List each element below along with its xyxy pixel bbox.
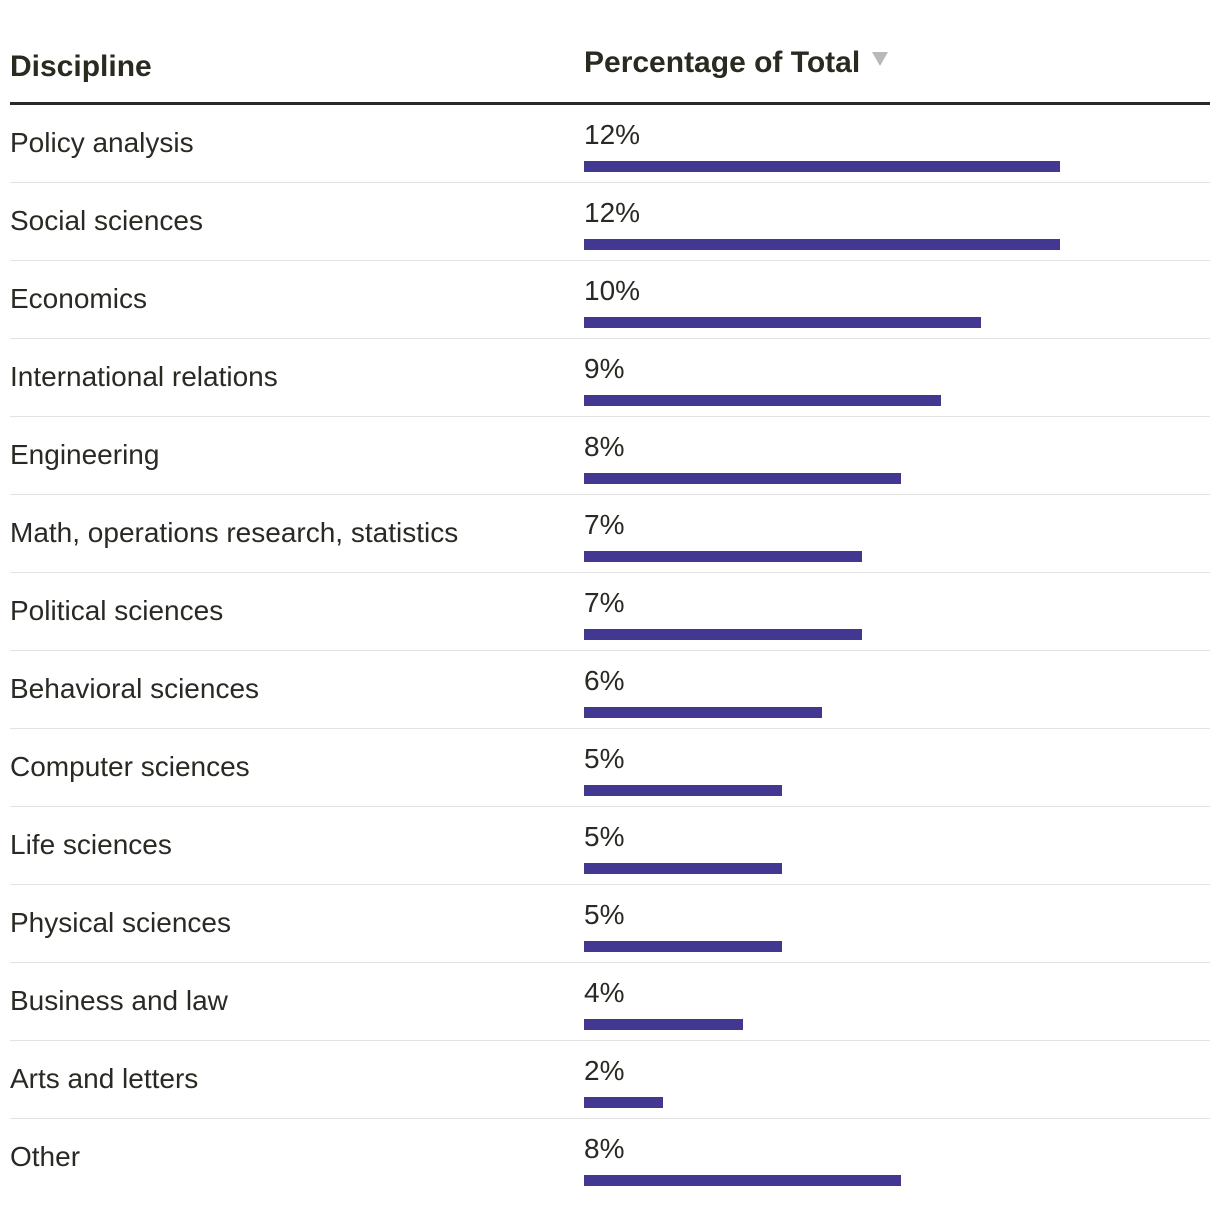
table-row: Arts and letters 2% (10, 1041, 1210, 1119)
percentage-bar (584, 1019, 743, 1030)
discipline-label: Math, operations research, statistics (10, 517, 459, 548)
discipline-label: Computer sciences (10, 751, 250, 782)
bar-track (584, 863, 1060, 874)
bar-track (584, 473, 1060, 484)
bar-track (584, 1175, 1060, 1186)
percentage-value-label: 7% (584, 587, 625, 618)
discipline-label: Other (10, 1141, 81, 1172)
discipline-label: International relations (10, 361, 278, 392)
percentage-bar (584, 629, 862, 640)
table-header: Discipline Percentage of Total (10, 0, 1210, 105)
discipline-label: Physical sciences (10, 907, 231, 938)
bar-track (584, 395, 1060, 406)
percentage-bar (584, 1097, 664, 1108)
bar-track (584, 941, 1060, 952)
table-row: Behavioral sciences 6% (10, 651, 1210, 729)
percentage-value-label: 2% (584, 1055, 625, 1086)
bar-track (584, 1097, 1060, 1108)
table-row: Physical sciences 5% (10, 885, 1210, 963)
percentage-value-label: 10% (584, 275, 641, 306)
percentage-value-label: 9% (584, 353, 625, 384)
table-body: Policy analysis 12% Social sciences 12% Econ… (10, 105, 1210, 1196)
percentage-bar (584, 395, 941, 406)
discipline-label: Political sciences (10, 595, 224, 626)
table-row: Life sciences 5% (10, 807, 1210, 885)
discipline-table: Discipline Percentage of Total Policy an… (10, 0, 1210, 1196)
discipline-label: Engineering (10, 439, 160, 470)
bar-track (584, 161, 1060, 172)
percentage-value-label: 5% (584, 821, 625, 852)
percentage-column-header-label: Percentage of Total (584, 46, 861, 79)
sort-descending-icon[interactable] (872, 52, 889, 66)
percentage-value-label: 5% (584, 899, 625, 930)
discipline-label: Social sciences (10, 205, 203, 236)
percentage-bar (584, 551, 862, 562)
discipline-label: Business and law (10, 985, 228, 1016)
discipline-label: Arts and letters (10, 1063, 199, 1094)
percentage-bar (584, 239, 1060, 250)
percentage-value-label: 12% (584, 119, 641, 150)
percentage-column-header[interactable]: Percentage of Total (584, 46, 889, 80)
percentage-value-label: 12% (584, 197, 641, 228)
table-row: Economics 10% (10, 261, 1210, 339)
percentage-bar (584, 473, 902, 484)
discipline-label: Policy analysis (10, 127, 194, 158)
percentage-bar (584, 785, 783, 796)
percentage-value-label: 6% (584, 665, 625, 696)
percentage-bar (584, 941, 783, 952)
percentage-value-label: 7% (584, 509, 625, 540)
table-row: Business and law 4% (10, 963, 1210, 1041)
percentage-value-label: 8% (584, 1133, 625, 1164)
table-row: Other 8% (10, 1119, 1210, 1196)
table-row: Social sciences 12% (10, 183, 1210, 261)
table-row: Policy analysis 12% (10, 105, 1210, 183)
table-row: Computer sciences 5% (10, 729, 1210, 807)
bar-track (584, 551, 1060, 562)
bar-track (584, 1019, 1060, 1030)
discipline-column-header[interactable]: Discipline (10, 50, 152, 83)
percentage-value-label: 4% (584, 977, 625, 1008)
percentage-bar (584, 161, 1060, 172)
discipline-label: Life sciences (10, 829, 172, 860)
percentage-bar (584, 317, 981, 328)
discipline-label: Economics (10, 283, 147, 314)
discipline-label: Behavioral sciences (10, 673, 260, 704)
percentage-value-label: 8% (584, 431, 625, 462)
bar-track (584, 707, 1060, 718)
table-row: International relations 9% (10, 339, 1210, 417)
bar-track (584, 629, 1060, 640)
percentage-bar (584, 707, 822, 718)
table-row: Math, operations research, statistics 7% (10, 495, 1210, 573)
bar-track (584, 785, 1060, 796)
table-row: Political sciences 7% (10, 573, 1210, 651)
bar-track (584, 239, 1060, 250)
percentage-bar (584, 863, 783, 874)
table-row: Engineering 8% (10, 417, 1210, 495)
bar-track (584, 317, 1060, 328)
percentage-bar (584, 1175, 902, 1186)
percentage-value-label: 5% (584, 743, 625, 774)
